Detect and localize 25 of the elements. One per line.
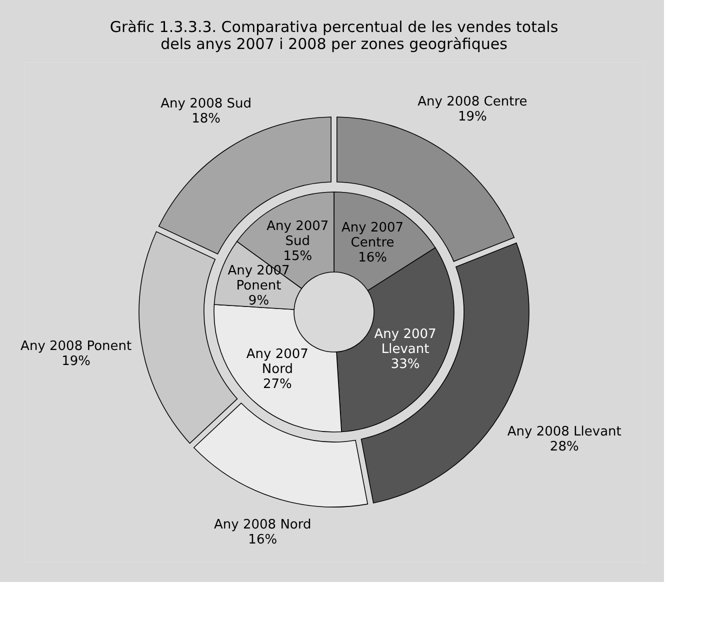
text: Any 2007 [246,347,308,362]
data-label: 19% [458,109,487,124]
chart-title: Gràfic 1.3.3.3. Comparativa percentual de les vendes totals dels anys 2007 i 2008 per zones geogràfiques [110,18,558,53]
slice-label: Ponent [236,278,282,294]
text: Any 2008 Nord [214,518,312,533]
slice-label: Sud [285,234,310,250]
text: Any 2008 Centre [418,94,528,110]
text: Any 2008 Llevant [507,424,622,440]
data-label: 33% [390,356,420,372]
data-label: 27% [262,377,292,392]
data-label: 16% [358,250,387,266]
data-label: 19% [62,354,91,369]
text: Any 2008 Sud [160,96,252,112]
text: Any 2007 [342,220,404,236]
slice-label: Centre [350,235,394,250]
slice-label: Llevant [381,342,430,357]
text: Any 2008 Ponent [20,338,132,354]
text: Any 2007 [266,219,329,234]
data-label: 18% [192,111,221,126]
slice-label: Nord [262,362,293,378]
text: Any 2007 [374,326,436,342]
data-label: 16% [248,532,278,548]
data-label: 28% [550,440,579,455]
data-label: 15% [283,249,312,264]
data-label: 9% [248,293,270,308]
